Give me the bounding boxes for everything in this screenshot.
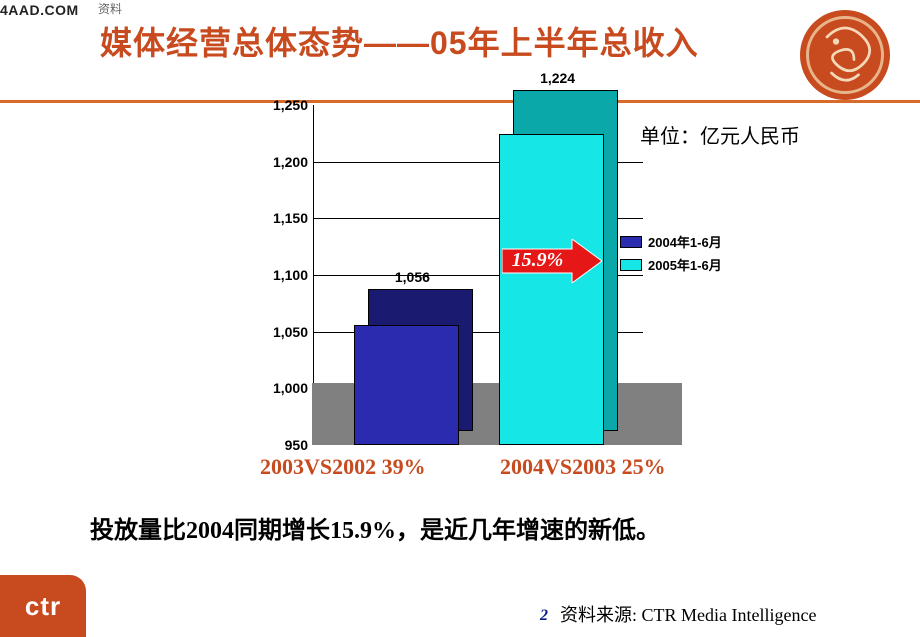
unit-label: 单位：亿元人民币	[640, 120, 800, 149]
y-tick: 1,050	[273, 324, 308, 340]
bar-chart: 950 1,000 1,050 1,100 1,150 1,200 1,250 1,056 1,…	[255, 60, 655, 450]
legend-item: 2004年1-6月	[620, 232, 722, 251]
bar-value-label: 1,056	[352, 269, 472, 285]
dragon-seal-icon	[800, 10, 890, 100]
summary-text: 投放量比2004同期增长15.9%，是近几年增速的新低。	[90, 510, 880, 545]
y-tick: 1,250	[273, 97, 308, 113]
y-tick: 1,150	[273, 210, 308, 226]
bar-value-label: 1,224	[498, 70, 618, 86]
comparison-label: 2003VS2002 39%	[260, 454, 426, 480]
bar	[499, 134, 605, 445]
slide-title: 媒体经营总体态势——05年上半年总收入	[100, 18, 699, 64]
watermark: 4AAD.COM	[0, 2, 79, 18]
y-tick: 950	[285, 437, 308, 453]
bar	[354, 325, 460, 445]
source-label: 资料来源: CTR Media Intelligence	[560, 601, 816, 627]
y-tick: 1,100	[273, 267, 308, 283]
page-number: 2	[540, 607, 548, 625]
y-tick: 1,000	[273, 380, 308, 396]
ctr-logo: ctr	[0, 575, 86, 637]
comparison-label: 2004VS2003 25%	[500, 454, 666, 480]
legend-item: 2005年1-6月	[620, 255, 722, 274]
legend: 2004年1-6月 2005年1-6月	[620, 232, 722, 278]
growth-value: 15.9%	[512, 249, 564, 272]
y-tick: 1,200	[273, 154, 308, 170]
watermark-sub: 资料	[98, 0, 122, 17]
